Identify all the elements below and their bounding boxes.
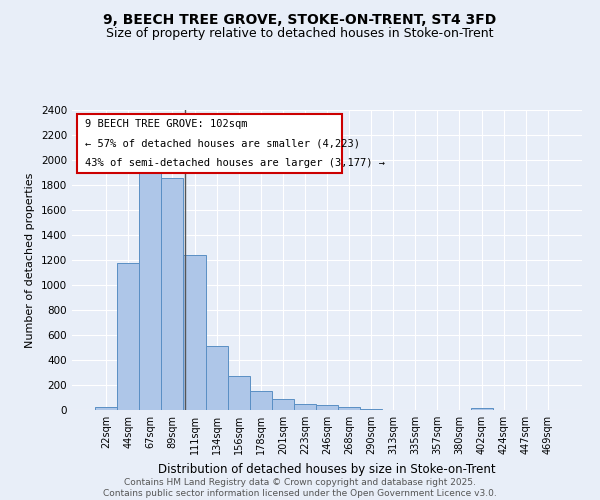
Bar — [161, 178, 184, 410]
X-axis label: Distribution of detached houses by size in Stoke-on-Trent: Distribution of detached houses by size … — [158, 462, 496, 475]
Bar — [360, 409, 382, 410]
Bar — [117, 263, 139, 410]
Text: 9 BEECH TREE GROVE: 102sqm: 9 BEECH TREE GROVE: 102sqm — [85, 119, 247, 129]
Text: 43% of semi-detached houses are larger (3,177) →: 43% of semi-detached houses are larger (… — [85, 158, 385, 168]
Bar — [184, 255, 206, 410]
Bar — [227, 376, 250, 410]
Y-axis label: Number of detached properties: Number of detached properties — [25, 172, 35, 348]
Bar — [250, 390, 272, 410]
Bar — [470, 408, 493, 410]
Text: Size of property relative to detached houses in Stoke-on-Trent: Size of property relative to detached ho… — [106, 28, 494, 40]
Text: 9, BEECH TREE GROVE, STOKE-ON-TRENT, ST4 3FD: 9, BEECH TREE GROVE, STOKE-ON-TRENT, ST4… — [103, 12, 497, 26]
Bar — [294, 404, 316, 410]
Bar — [272, 399, 294, 410]
Bar — [139, 163, 161, 410]
Text: ← 57% of detached houses are smaller (4,223): ← 57% of detached houses are smaller (4,… — [85, 138, 360, 148]
Bar — [95, 407, 117, 410]
Bar — [338, 407, 360, 410]
FancyBboxPatch shape — [77, 114, 342, 173]
Bar — [316, 405, 338, 410]
Text: Contains HM Land Registry data © Crown copyright and database right 2025.
Contai: Contains HM Land Registry data © Crown c… — [103, 478, 497, 498]
Bar — [206, 346, 227, 410]
